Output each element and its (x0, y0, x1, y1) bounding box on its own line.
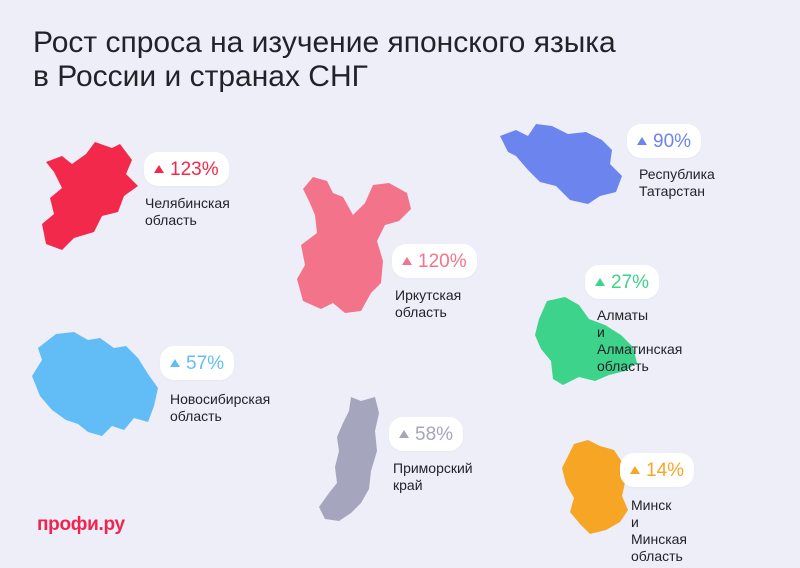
growth-badge-chelyabinsk: 123% (144, 152, 229, 186)
region-label-almaty: Алматы и Алматинская область (597, 307, 683, 374)
region-label-primorsky: Приморский край (393, 460, 473, 493)
up-arrow-icon (630, 466, 640, 474)
growth-badge-tatarstan: 90% (627, 124, 702, 158)
growth-value: 27% (611, 271, 650, 293)
growth-badge-irkutsk: 120% (392, 244, 477, 278)
growth-value: 58% (415, 423, 454, 445)
chelyabinsk-map-shape (42, 142, 138, 250)
growth-value: 90% (653, 130, 692, 152)
tatarstan-map-shape (500, 124, 622, 204)
growth-value: 120% (418, 250, 467, 272)
region-label-novosibirsk: Новосибирская область (170, 391, 271, 424)
region-label-irkutsk: Иркутская область (395, 287, 462, 320)
up-arrow-icon (637, 137, 647, 145)
region-label-chelyabinsk: Челябинская область (145, 195, 230, 228)
growth-badge-almaty: 27% (585, 265, 660, 299)
growth-value: 123% (170, 158, 219, 180)
up-arrow-icon (595, 278, 605, 286)
region-label-tatarstan: Республика Татарстан (639, 166, 715, 199)
minsk-map-shape (562, 440, 628, 534)
growth-badge-novosibirsk: 57% (160, 346, 235, 380)
growth-badge-primorsky: 58% (389, 417, 464, 451)
almaty-map-shape (535, 297, 637, 385)
growth-value: 14% (646, 459, 685, 481)
up-arrow-icon (154, 165, 164, 173)
title-line-1: Рост спроса на изучение японского языка (33, 26, 616, 59)
up-arrow-icon (399, 430, 409, 438)
up-arrow-icon (402, 257, 412, 265)
up-arrow-icon (170, 359, 180, 367)
region-label-minsk: Минск и Минская область (631, 497, 688, 564)
growth-badge-minsk: 14% (620, 453, 695, 487)
page-title: Рост спроса на изучение японского языка … (33, 26, 733, 94)
irkutsk-map-shape (297, 177, 411, 313)
primorsky-map-shape (319, 397, 379, 521)
title-line-2: в России и странах СНГ (33, 60, 368, 93)
profi-logo: профи.ру (37, 514, 125, 535)
novosibirsk-map-shape (32, 332, 158, 436)
growth-value: 57% (186, 352, 225, 374)
